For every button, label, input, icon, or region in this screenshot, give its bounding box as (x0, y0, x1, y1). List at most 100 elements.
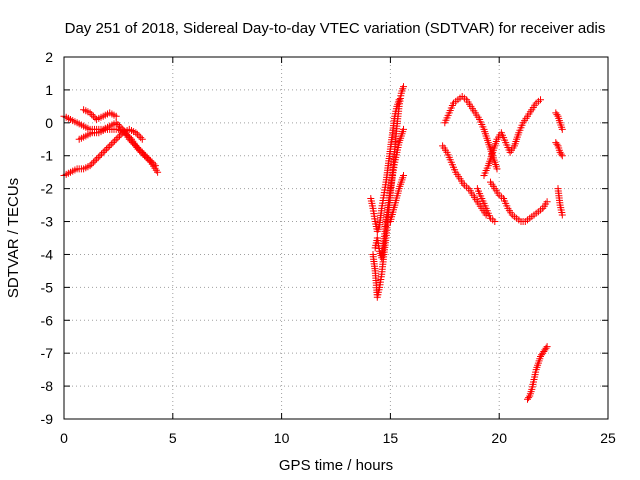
data-point (553, 140, 561, 148)
data-point (109, 139, 117, 147)
data-point (133, 130, 141, 138)
data-point (98, 150, 105, 158)
data-point (395, 96, 403, 104)
chart-title: Day 251 of 2018, Sidereal Day-to-day VTE… (65, 20, 606, 37)
data-point (107, 140, 115, 148)
data-point (112, 112, 120, 120)
series-track-11 (480, 96, 544, 179)
data-point (112, 119, 120, 127)
y-tick-label: -5 (41, 279, 54, 295)
data-point (137, 148, 145, 156)
data-point (106, 142, 114, 150)
data-point (139, 150, 147, 158)
data-point (491, 218, 499, 225)
data-point (558, 211, 566, 219)
data-point (86, 162, 94, 170)
x-axis-tick-labels: 0 5 10 15 20 25 (60, 430, 616, 446)
data-point (138, 135, 146, 143)
y-axis-tick-labels: -9 -8 -7 -6 -5 -4 -3 -2 -1 0 1 2 (41, 49, 54, 427)
y-tick-label: 0 (45, 115, 53, 131)
x-tick-label: 10 (274, 430, 290, 446)
data-point (553, 111, 561, 119)
data-point (145, 157, 153, 165)
data-point (102, 145, 110, 153)
data-point (135, 132, 143, 140)
data-point (493, 165, 501, 173)
data-point (86, 109, 94, 117)
y-tick-label: -4 (41, 246, 54, 262)
x-tick-label: 25 (600, 430, 616, 446)
data-point (134, 145, 142, 153)
y-tick-label: -2 (41, 181, 54, 197)
series-track-3 (75, 125, 162, 176)
data-point (537, 96, 544, 104)
data-point (558, 125, 566, 133)
data-point (96, 152, 104, 160)
y-tick-label: 1 (45, 82, 53, 98)
data-point (112, 135, 120, 143)
data-point (101, 147, 109, 155)
y-tick-label: -3 (41, 214, 54, 230)
data-point (94, 153, 102, 161)
data-point (132, 129, 140, 137)
data-point (126, 134, 134, 142)
data-point (542, 344, 550, 352)
data-point (123, 130, 131, 138)
series-track-14 (524, 343, 551, 403)
data-point (111, 137, 119, 145)
y-tick-label: -6 (41, 312, 54, 328)
data-point (116, 132, 123, 140)
x-tick-label: 20 (491, 430, 507, 446)
x-axis-label: GPS time / hours (279, 457, 393, 474)
data-point (543, 198, 551, 206)
grid-lines (64, 57, 608, 419)
data-point (142, 153, 150, 161)
data-point (121, 129, 129, 137)
data-point (558, 152, 566, 160)
data-point (400, 83, 407, 91)
data-point (400, 125, 407, 133)
data-point (557, 150, 565, 158)
series-track-12 (487, 178, 551, 225)
data-point (144, 155, 152, 163)
x-tick-label: 15 (383, 430, 399, 446)
data-point (116, 122, 123, 130)
data-point (525, 394, 533, 402)
y-tick-label: -7 (41, 345, 54, 361)
series-track-7 (371, 125, 407, 262)
data-point (93, 155, 101, 163)
data-marks (60, 83, 566, 403)
series-track-2 (60, 125, 146, 179)
data-point (89, 112, 97, 120)
y-axis-label: SDTVAR / TECUs (5, 178, 22, 298)
y-tick-label: 2 (45, 49, 53, 65)
series-track-8 (386, 172, 407, 225)
series-track-10 (439, 142, 490, 219)
data-point (136, 147, 144, 155)
data-point (154, 168, 162, 176)
y-tick-label: -8 (41, 378, 54, 394)
y-tick-label: -9 (41, 411, 54, 427)
data-point (400, 172, 407, 179)
data-point (114, 134, 122, 142)
data-point (124, 132, 132, 140)
data-point (543, 343, 551, 351)
series-track-16 (552, 139, 566, 160)
data-point (88, 111, 96, 119)
data-point (89, 158, 97, 166)
data-point (104, 144, 112, 151)
data-point (141, 152, 148, 160)
x-tick-label: 0 (60, 430, 68, 446)
series-track-6 (367, 96, 403, 235)
data-point (99, 148, 107, 156)
y-tick-label: -1 (41, 148, 54, 164)
series-track-15 (552, 109, 566, 133)
data-point (137, 134, 145, 142)
x-tick-label: 5 (169, 430, 177, 446)
data-point (88, 160, 96, 168)
series-track-4 (80, 106, 120, 123)
series-track-9 (441, 93, 501, 173)
plot-frame (63, 56, 609, 420)
